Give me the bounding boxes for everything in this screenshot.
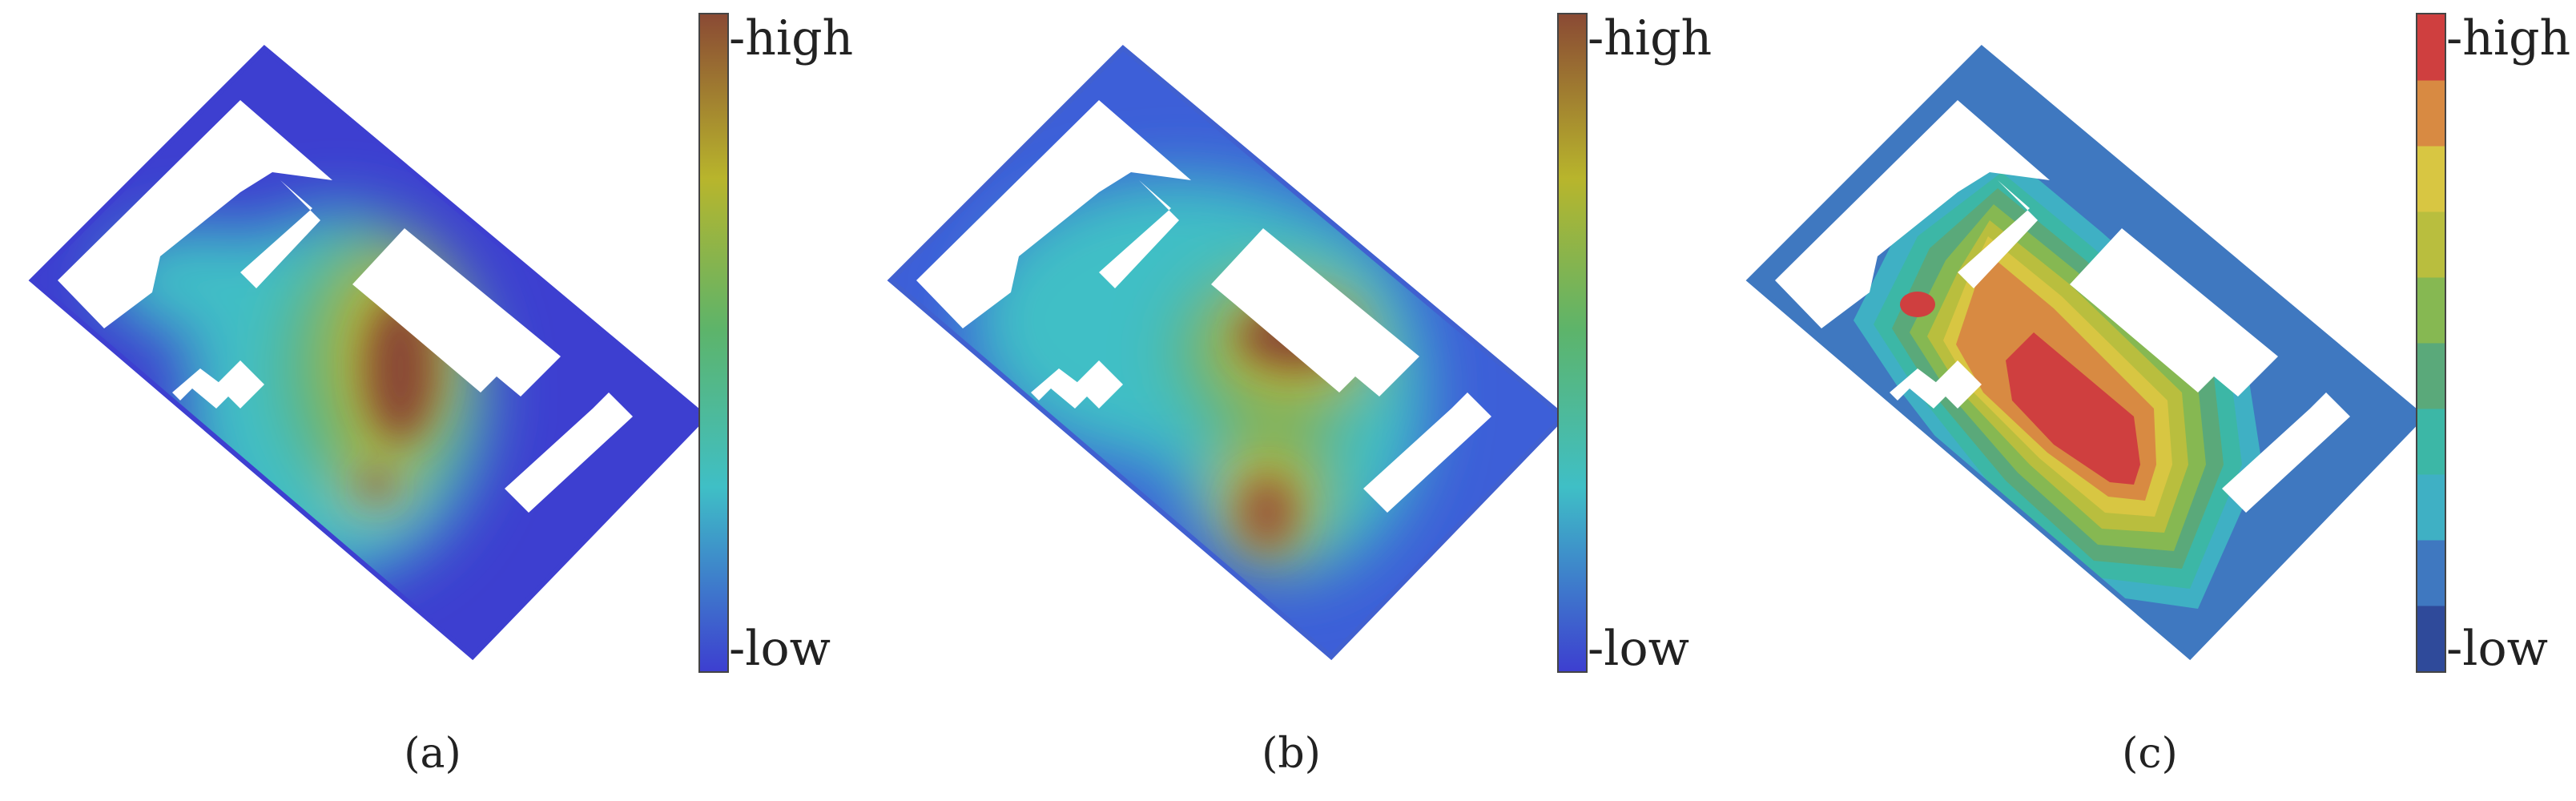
colorbar-high-label: -high: [1588, 10, 1713, 66]
room-cutouts: [1775, 100, 2350, 513]
panel-caption: (b): [1262, 730, 1321, 778]
panel-a: -high -low (a): [0, 0, 859, 801]
colorbar-step: [2417, 474, 2445, 541]
colorbar-low-label: -low: [1588, 621, 1689, 677]
colorbar-low-label: -low: [2446, 621, 2548, 677]
panel-c: -high -low (c): [1717, 0, 2576, 801]
heatmap-b: [887, 44, 1564, 661]
colorbar-low-label: -low: [729, 621, 831, 677]
colorbar-high-label: -high: [729, 10, 854, 66]
colorbar-a: [698, 13, 729, 673]
colorbar-step: [2417, 211, 2445, 278]
colorbar-step: [2417, 409, 2445, 475]
colorbar-step: [2417, 80, 2445, 147]
panel-b: -high -low (b): [859, 0, 1717, 801]
colorbar-step: [2417, 14, 2445, 81]
colorbar-b: [1557, 13, 1588, 673]
colorbar-step: [2417, 606, 2445, 671]
colorbar-step: [2417, 146, 2445, 212]
room-cutouts: [916, 100, 1491, 513]
heatmap-a: [28, 44, 705, 661]
colorbar-step: [2417, 343, 2445, 409]
panel-caption: (a): [404, 730, 461, 778]
colorbar-high-label: -high: [2446, 10, 2571, 66]
heatmap-c: [1745, 44, 2422, 661]
panel-caption: (c): [2122, 730, 2178, 778]
colorbar-step: [2417, 540, 2445, 606]
colorbar-step: [2417, 277, 2445, 344]
colorbar-c: [2416, 13, 2446, 673]
room-cutouts: [58, 100, 633, 513]
